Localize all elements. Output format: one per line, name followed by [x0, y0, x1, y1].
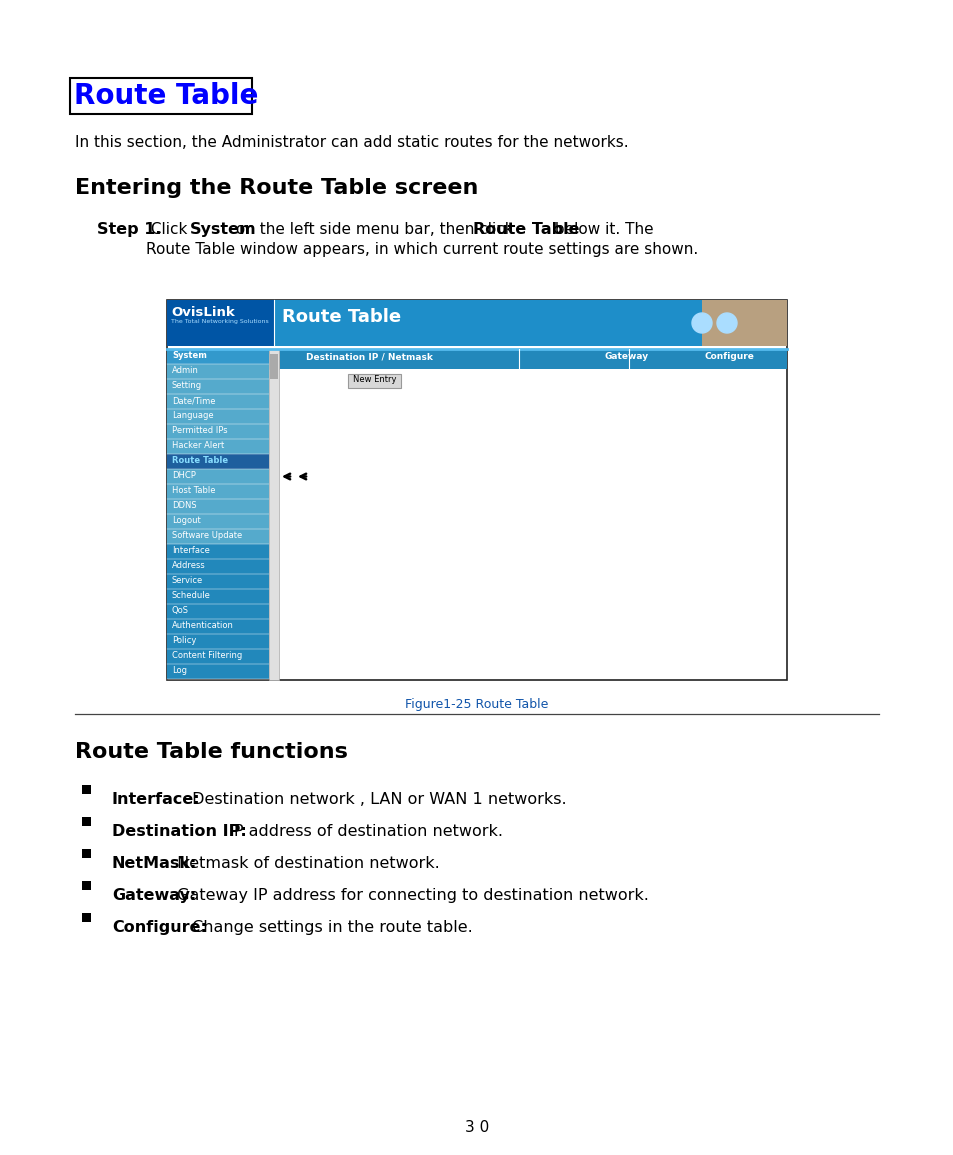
Bar [167, 424, 269, 439]
Text: Step 1.: Step 1. [97, 222, 161, 237]
Text: Click: Click [146, 222, 193, 237]
Text: on the left side menu bar, then click: on the left side menu bar, then click [232, 222, 518, 237]
Bar [167, 300, 786, 346]
Text: System: System [190, 222, 255, 237]
Bar [82, 817, 91, 826]
Text: Admin: Admin [172, 366, 198, 375]
Text: New Entry: New Entry [353, 375, 396, 383]
Text: Authentication: Authentication [172, 621, 233, 629]
Bar [167, 300, 274, 346]
Bar [82, 881, 91, 891]
Text: Change settings in the route table.: Change settings in the route table. [187, 921, 473, 936]
Text: The Total Networking Solutions: The Total Networking Solutions [171, 319, 269, 325]
Text: Route Table functions: Route Table functions [75, 742, 348, 762]
Text: Software Update: Software Update [172, 531, 242, 541]
Text: QoS: QoS [172, 606, 189, 614]
Text: Route Table: Route Table [282, 308, 400, 326]
FancyBboxPatch shape [348, 373, 401, 387]
Text: 3 0: 3 0 [464, 1120, 489, 1135]
Bar [167, 514, 269, 529]
Bar [167, 634, 269, 649]
Text: Destination IP / Netmask: Destination IP / Netmask [305, 352, 432, 362]
Text: NetMask:: NetMask: [112, 856, 197, 871]
Bar [167, 484, 269, 499]
Bar [167, 469, 269, 484]
Bar [82, 912, 91, 922]
Text: IP address of destination network.: IP address of destination network. [224, 824, 503, 839]
Text: Language: Language [172, 411, 213, 420]
Bar [167, 574, 269, 589]
FancyBboxPatch shape [70, 79, 252, 114]
Bar [167, 394, 269, 409]
Bar [167, 349, 269, 364]
Text: Setting: Setting [172, 381, 202, 390]
Text: Gateway:: Gateway: [112, 888, 196, 903]
Circle shape [691, 313, 711, 333]
Bar [270, 353, 277, 379]
Text: Content Filtering: Content Filtering [172, 651, 242, 660]
Text: Interface:: Interface: [112, 792, 200, 807]
Bar [167, 604, 269, 619]
Bar [167, 379, 269, 394]
Bar [269, 349, 278, 368]
Bar [82, 849, 91, 858]
Bar [278, 349, 786, 368]
Bar [167, 649, 269, 664]
Bar [701, 300, 786, 346]
Text: Address: Address [172, 561, 206, 571]
Text: Destination network , LAN or WAN 1 networks.: Destination network , LAN or WAN 1 netwo… [187, 792, 566, 807]
Bar [82, 785, 91, 793]
Text: Route Table: Route Table [172, 456, 228, 465]
Text: Figure1-25 Route Table: Figure1-25 Route Table [405, 698, 548, 711]
Bar [167, 589, 269, 604]
Text: Date/Time: Date/Time [172, 396, 215, 405]
Text: Gateway: Gateway [604, 352, 648, 362]
Text: OvisLink: OvisLink [171, 306, 234, 319]
Bar [167, 300, 786, 680]
Bar [167, 529, 269, 544]
Text: Permitted IPs: Permitted IPs [172, 426, 228, 435]
Text: Entering the Route Table screen: Entering the Route Table screen [75, 178, 477, 198]
Text: Route Table: Route Table [473, 222, 579, 237]
Circle shape [717, 313, 737, 333]
Text: below it. The: below it. The [550, 222, 653, 237]
Text: Policy: Policy [172, 636, 196, 644]
Text: System: System [172, 351, 207, 360]
Text: Configure:: Configure: [112, 921, 207, 936]
Text: Destination IP:: Destination IP: [112, 824, 247, 839]
Text: DDNS: DDNS [172, 501, 196, 511]
Text: Logout: Logout [172, 516, 200, 526]
Text: Interface: Interface [172, 546, 210, 556]
Bar [167, 664, 269, 679]
Text: Schedule: Schedule [172, 591, 211, 599]
Bar [167, 454, 269, 469]
Text: Netmask of destination network.: Netmask of destination network. [172, 856, 439, 871]
Text: Route Table window appears, in which current route settings are shown.: Route Table window appears, in which cur… [146, 243, 698, 258]
Text: Route Table: Route Table [74, 82, 258, 110]
Bar [167, 619, 269, 634]
Bar [167, 544, 269, 559]
Bar [269, 349, 278, 680]
Text: Configure: Configure [703, 352, 753, 362]
Text: Host Table: Host Table [172, 486, 215, 495]
Text: Service: Service [172, 576, 203, 584]
Bar [167, 499, 269, 514]
Text: Log: Log [172, 666, 187, 675]
Text: Gateway IP address for connecting to destination network.: Gateway IP address for connecting to des… [172, 888, 648, 903]
Text: Hacker Alert: Hacker Alert [172, 441, 224, 450]
Bar [167, 559, 269, 574]
Bar [167, 364, 269, 379]
Text: DHCP: DHCP [172, 471, 195, 480]
Bar [167, 439, 269, 454]
Bar [167, 409, 269, 424]
Text: In this section, the Administrator can add static routes for the networks.: In this section, the Administrator can a… [75, 135, 628, 150]
